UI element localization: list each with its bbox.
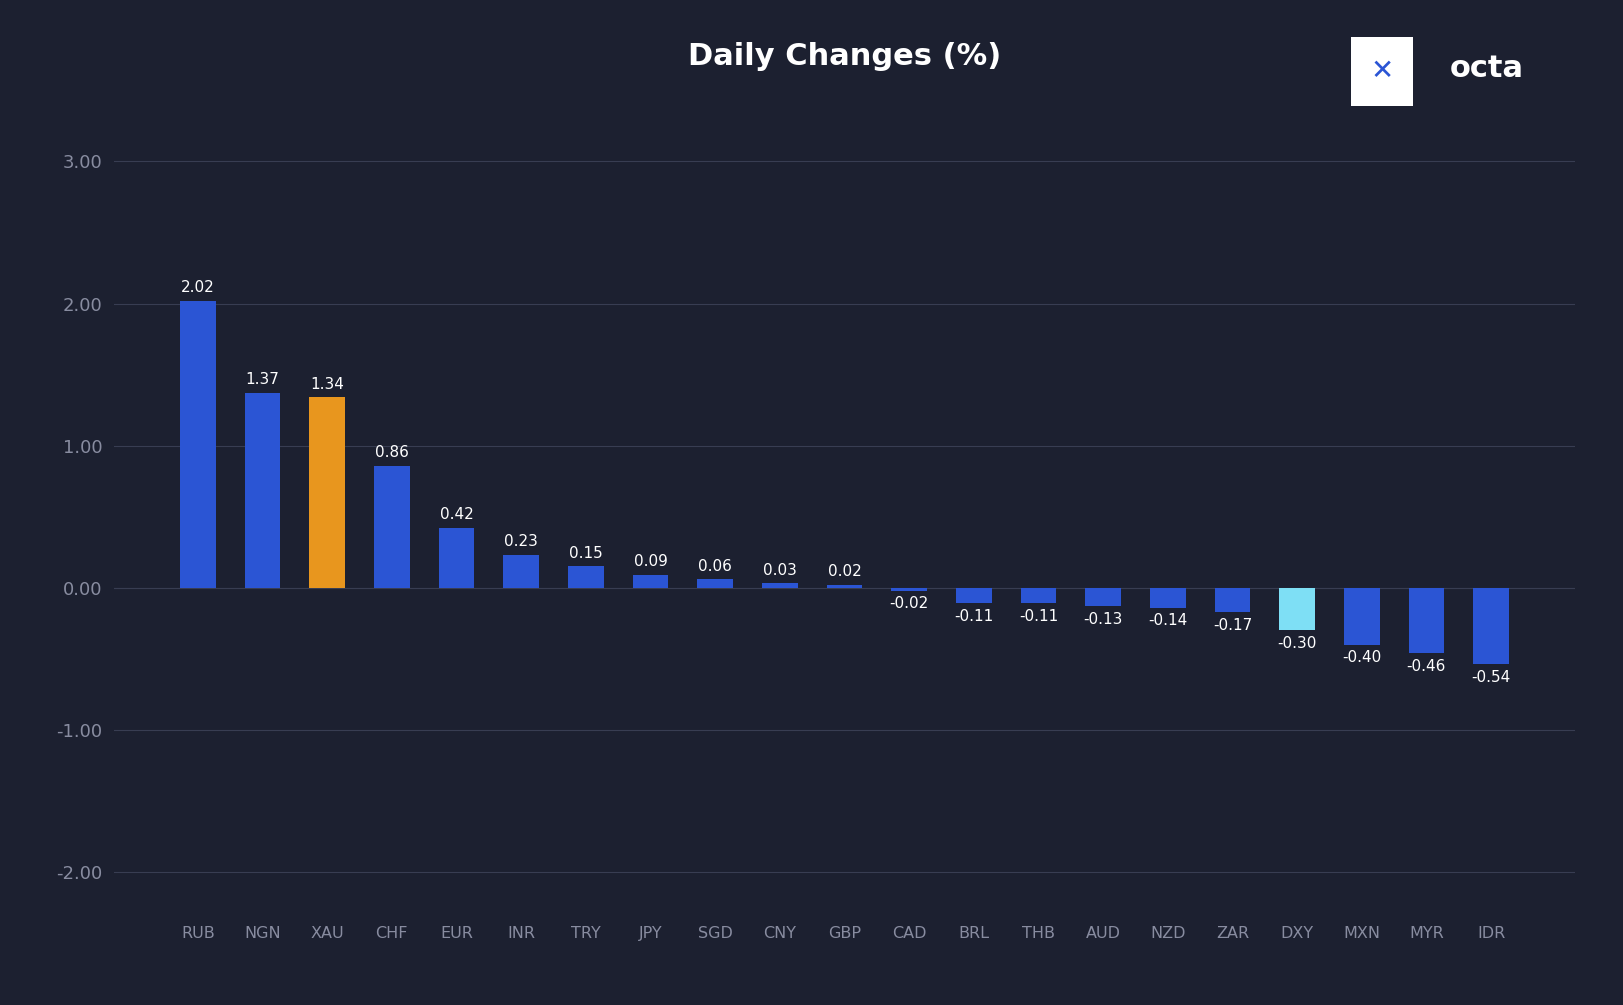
Text: ✕: ✕ xyxy=(1370,57,1393,85)
Bar xyxy=(1084,588,1120,606)
Text: 0.03: 0.03 xyxy=(763,563,797,578)
Text: 1.34: 1.34 xyxy=(310,377,344,392)
Bar xyxy=(180,300,216,588)
Text: 2.02: 2.02 xyxy=(180,280,214,295)
Text: -0.02: -0.02 xyxy=(889,596,928,611)
Text: 0.86: 0.86 xyxy=(375,445,409,460)
Bar xyxy=(1279,588,1315,630)
Bar xyxy=(438,528,474,588)
Bar xyxy=(568,567,604,588)
Title: Daily Changes (%): Daily Changes (%) xyxy=(688,42,1000,71)
Bar xyxy=(1472,588,1508,664)
Text: 0.42: 0.42 xyxy=(440,508,474,523)
Bar xyxy=(310,397,344,588)
Text: -0.30: -0.30 xyxy=(1277,636,1316,651)
Text: -0.54: -0.54 xyxy=(1470,670,1509,685)
Text: -0.14: -0.14 xyxy=(1147,613,1186,628)
Text: -0.17: -0.17 xyxy=(1212,618,1251,632)
Bar xyxy=(245,393,281,588)
Text: -0.40: -0.40 xyxy=(1341,650,1381,665)
Text: -0.13: -0.13 xyxy=(1083,612,1121,627)
Text: 0.02: 0.02 xyxy=(828,564,860,579)
Bar xyxy=(1407,588,1443,653)
Text: -0.11: -0.11 xyxy=(954,609,993,624)
Text: 1.37: 1.37 xyxy=(245,373,279,387)
Bar xyxy=(373,465,409,588)
Bar xyxy=(1214,588,1250,612)
Text: 0.23: 0.23 xyxy=(503,535,537,550)
Bar xyxy=(696,579,732,588)
Bar xyxy=(1019,588,1055,603)
Bar xyxy=(633,575,669,588)
Text: -0.46: -0.46 xyxy=(1406,659,1444,673)
Text: 0.09: 0.09 xyxy=(633,555,667,569)
Bar xyxy=(761,584,797,588)
Text: 0.15: 0.15 xyxy=(568,546,602,561)
Text: 0.06: 0.06 xyxy=(698,559,732,574)
Text: octa: octa xyxy=(1449,54,1524,82)
FancyBboxPatch shape xyxy=(1345,32,1417,111)
Bar xyxy=(891,588,927,591)
Bar xyxy=(503,555,539,588)
Text: -0.11: -0.11 xyxy=(1018,609,1058,624)
Bar xyxy=(956,588,992,603)
Bar xyxy=(1344,588,1378,644)
Bar xyxy=(826,585,862,588)
Bar xyxy=(1149,588,1185,608)
